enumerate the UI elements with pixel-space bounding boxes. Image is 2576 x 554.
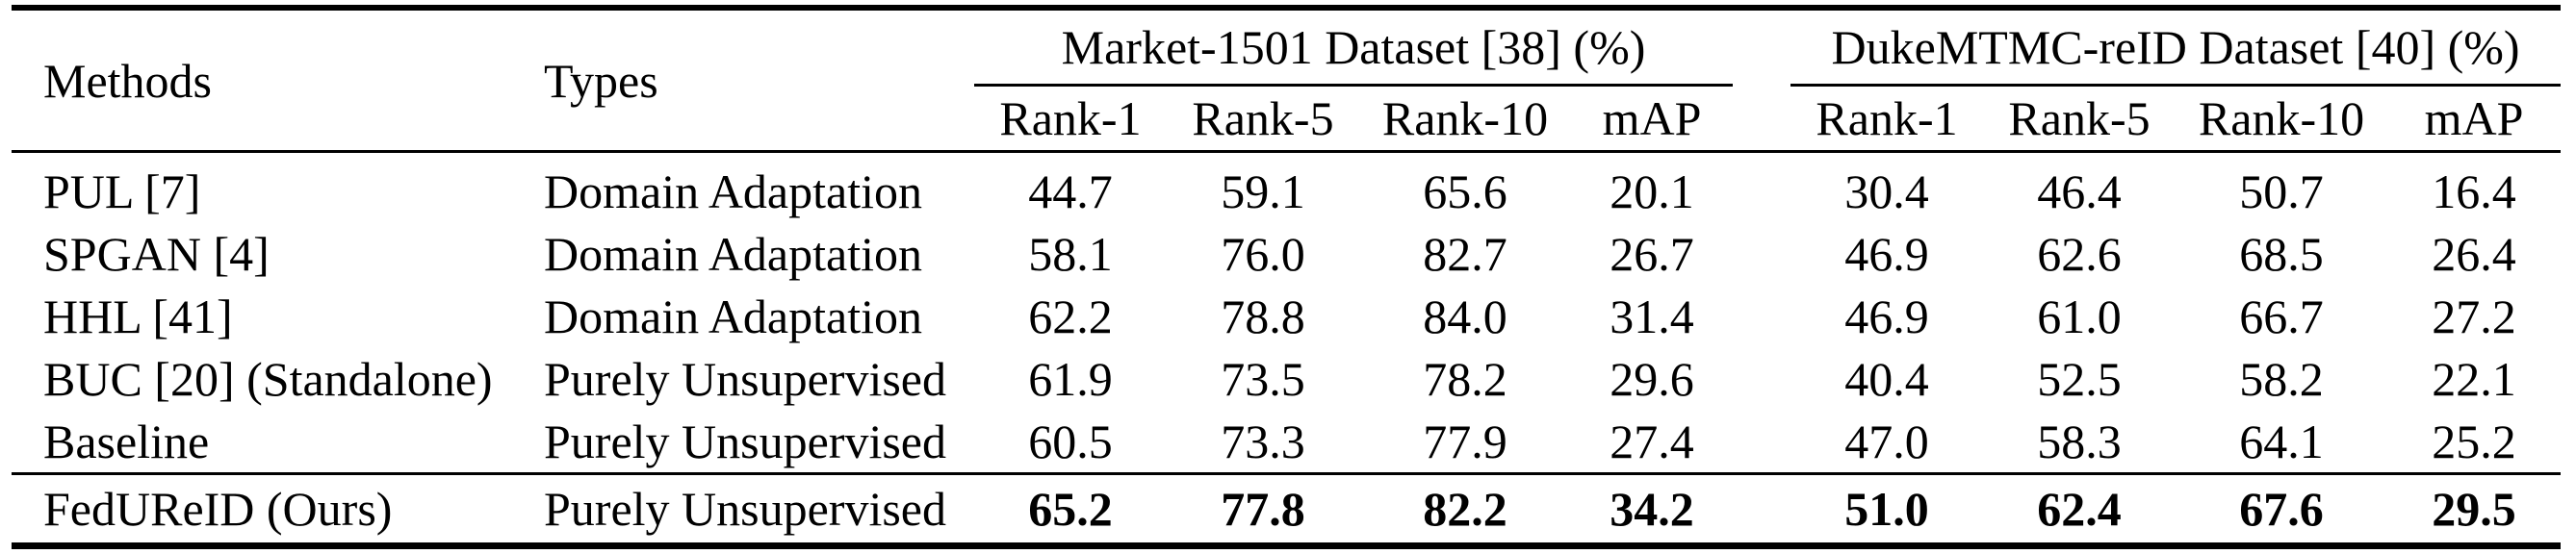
value-cell: 62.2 [1028, 289, 1113, 343]
table-row-spgan: SPGAN [4] Domain Adaptation 58.1 76.0 82… [12, 222, 2561, 285]
value-cell: 61.0 [2037, 289, 2122, 343]
value-cell: 34.2 [1571, 472, 1734, 546]
value-cell: 67.6 [2176, 472, 2388, 546]
group-header-duke: DukeMTMC-reID Dataset [40] (%) [1790, 8, 2562, 87]
value-cell: 68.5 [2239, 226, 2324, 281]
col-header-duke-rank5: Rank-5 [1983, 85, 2177, 153]
value-cell: 27.4 [1610, 414, 1694, 468]
value-cell: 58.1 [1028, 226, 1113, 281]
value-cell: 65.2 [974, 472, 1167, 546]
value-cell: 27.2 [2432, 289, 2516, 343]
table-body: PUL [7] Domain Adaptation 44.7 59.1 65.6… [12, 152, 2562, 546]
value-cell: 29.5 [2387, 472, 2562, 546]
method-cell: BUC [20] (Standalone) [43, 351, 493, 406]
value-cell: 51.0 [1790, 472, 1984, 546]
type-cell: Domain Adaptation [544, 226, 922, 281]
group-header-market: Market-1501 Dataset [38] (%) [974, 8, 1734, 87]
method-cell: Baseline [43, 414, 210, 468]
value-cell: 20.1 [1610, 164, 1694, 218]
value-cell: 82.2 [1359, 472, 1571, 546]
gap-cell [1733, 410, 1790, 474]
type-cell: Purely Unsupervised [544, 472, 974, 546]
value-cell: 73.5 [1221, 351, 1305, 406]
value-cell: 65.6 [1423, 164, 1507, 218]
table-row-baseline: Baseline Purely Unsupervised 60.5 73.3 7… [12, 410, 2561, 474]
col-header-methods: Methods [12, 8, 544, 153]
method-cell: FedUReID (Ours) [12, 472, 544, 546]
col-header-types: Types [544, 8, 974, 153]
value-cell: 40.4 [1844, 351, 1929, 406]
col-header-market-rank5: Rank-5 [1167, 85, 1359, 153]
value-cell: 46.4 [2037, 164, 2122, 218]
col-header-duke-map: mAP [2387, 85, 2562, 153]
value-cell: 46.9 [1844, 289, 1929, 343]
value-cell: 30.4 [1844, 164, 1929, 218]
header-row-groups: Methods Types Market-1501 Dataset [38] (… [12, 8, 2562, 153]
value-cell: 26.4 [2432, 226, 2516, 281]
type-cell: Domain Adaptation [544, 289, 922, 343]
results-table: Methods Types Market-1501 Dataset [38] (… [12, 5, 2562, 549]
method-cell: SPGAN [4] [43, 226, 270, 281]
value-cell: 78.2 [1423, 351, 1507, 406]
value-cell: 58.3 [2037, 414, 2122, 468]
value-cell: 31.4 [1610, 289, 1694, 343]
value-cell: 77.8 [1167, 472, 1359, 546]
value-cell: 26.7 [1610, 226, 1694, 281]
gap-cell [1733, 347, 1790, 410]
type-cell: Purely Unsupervised [544, 351, 946, 406]
value-cell: 62.6 [2037, 226, 2122, 281]
value-cell: 46.9 [1844, 226, 1929, 281]
value-cell: 78.8 [1221, 289, 1305, 343]
value-cell: 50.7 [2239, 164, 2324, 218]
gap-cell [1733, 472, 1791, 546]
type-cell: Domain Adaptation [544, 164, 922, 218]
table-row-buc: BUC [20] (Standalone) Purely Unsupervise… [12, 347, 2561, 410]
col-header-market-map: mAP [1571, 85, 1734, 153]
value-cell: 66.7 [2239, 289, 2324, 343]
value-cell: 44.7 [1028, 164, 1113, 218]
value-cell: 59.1 [1221, 164, 1305, 218]
method-cell: PUL [7] [43, 164, 201, 218]
gap-cell [1733, 152, 1790, 223]
value-cell: 76.0 [1221, 226, 1305, 281]
value-cell: 82.7 [1423, 226, 1507, 281]
value-cell: 64.1 [2239, 414, 2324, 468]
value-cell: 60.5 [1028, 414, 1113, 468]
table-row-fedureid-ours: FedUReID (Ours) Purely Unsupervised 65.2… [12, 472, 2562, 546]
value-cell: 22.1 [2432, 351, 2516, 406]
results-table-wrapper: Methods Types Market-1501 Dataset [38] (… [12, 5, 2562, 549]
header-row-subcols: Rank-1 Rank-5 Rank-10 mAP Rank-1 Rank-5 … [12, 85, 2562, 153]
value-cell: 47.0 [1844, 414, 1929, 468]
value-cell: 25.2 [2432, 414, 2516, 468]
gap-cell [1733, 285, 1790, 347]
col-header-duke-rank1: Rank-1 [1790, 85, 1984, 153]
col-header-market-rank10: Rank-10 [1359, 85, 1571, 153]
col-header-duke-rank10: Rank-10 [2176, 85, 2388, 153]
group-gap [1733, 8, 1791, 153]
value-cell: 62.4 [1983, 472, 2177, 546]
value-cell: 77.9 [1423, 414, 1507, 468]
method-cell: HHL [41] [43, 289, 233, 343]
gap-cell [1733, 222, 1790, 285]
value-cell: 61.9 [1028, 351, 1113, 406]
value-cell: 16.4 [2432, 164, 2516, 218]
table-row-pul: PUL [7] Domain Adaptation 44.7 59.1 65.6… [12, 152, 2561, 223]
table-header: Methods Types Market-1501 Dataset [38] (… [12, 8, 2562, 153]
value-cell: 58.2 [2239, 351, 2324, 406]
value-cell: 73.3 [1221, 414, 1305, 468]
value-cell: 84.0 [1423, 289, 1507, 343]
table-row-hhl: HHL [41] Domain Adaptation 62.2 78.8 84.… [12, 285, 2561, 347]
value-cell: 29.6 [1610, 351, 1694, 406]
type-cell: Purely Unsupervised [544, 414, 946, 468]
col-header-market-rank1: Rank-1 [974, 85, 1167, 153]
value-cell: 52.5 [2037, 351, 2122, 406]
